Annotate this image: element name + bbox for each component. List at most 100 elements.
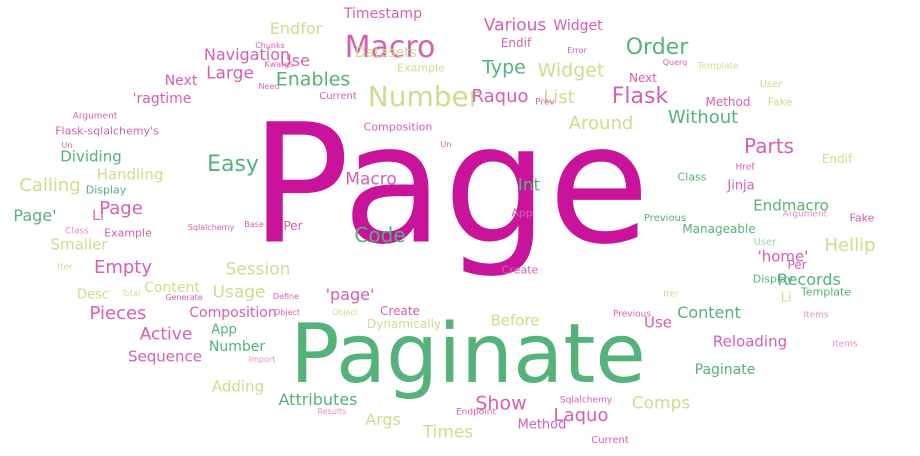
word-61: Comps: [631, 393, 691, 414]
word-70: 'page': [325, 285, 375, 304]
word-59: Show: [475, 392, 527, 415]
word-25: Next: [629, 71, 657, 85]
word-36: Li: [92, 208, 104, 224]
word-40: Empty: [93, 257, 153, 278]
word-95: Current: [319, 91, 357, 102]
word-115: Base: [244, 220, 264, 229]
word-49: Pieces: [89, 303, 147, 324]
word-80: Hellip: [824, 235, 876, 256]
word-109: Define: [272, 292, 300, 301]
word-54: Sequence: [128, 347, 202, 366]
word-116: Error: [567, 46, 587, 55]
word-71: Create: [380, 304, 420, 318]
word-24: Next: [164, 73, 198, 89]
word-21: Datasets: [354, 45, 418, 61]
word-73: App: [511, 206, 533, 220]
word-18: Timestamp: [343, 6, 423, 22]
word-107: Items: [832, 339, 858, 350]
word-97: Chunks: [255, 41, 285, 50]
word-34: Display: [85, 183, 127, 197]
word-83: Jinja: [727, 178, 755, 194]
word-22: Endif: [500, 36, 532, 50]
word-8: Raquo: [471, 86, 529, 107]
word-17: Endfor: [269, 19, 323, 38]
word-62: Method: [517, 417, 567, 433]
word-120: Import: [248, 355, 276, 364]
word-110: Object: [273, 308, 301, 317]
word-65: Paginate: [694, 362, 756, 378]
word-48: Desc: [77, 287, 109, 303]
word-30: Dividing: [60, 147, 122, 166]
word-101: Class: [65, 226, 89, 237]
word-87: Argument: [782, 209, 828, 220]
word-118: Un: [440, 140, 452, 149]
word-86: Previous: [643, 213, 687, 224]
word-7: Type: [482, 56, 526, 79]
word-119: Results: [317, 407, 347, 416]
word-16: Use: [280, 51, 310, 70]
word-38: Example: [104, 226, 152, 240]
word-4: Order: [625, 35, 689, 60]
word-13: Enables: [275, 68, 351, 91]
word-99: Argument: [72, 111, 118, 122]
word-91: Template: [697, 61, 739, 72]
word-11: Without: [667, 107, 739, 128]
word-68: Before: [490, 311, 540, 330]
word-23: Example: [397, 61, 445, 75]
word-63: Current: [591, 435, 629, 446]
word-113: Generate: [165, 293, 203, 302]
word-53: Number: [208, 339, 266, 355]
word-88: Fake: [849, 211, 875, 225]
word-89: User: [753, 237, 777, 248]
word-28: 'ragtime: [132, 91, 192, 107]
word-37: Page: [99, 198, 143, 219]
word-15: Navigation: [203, 45, 291, 64]
word-84: Endif: [821, 152, 853, 166]
word-29: Flask-sqlalchemy's: [55, 124, 159, 138]
word-69: Dynamically: [366, 317, 442, 331]
word-55: Adding: [211, 377, 265, 396]
word-67: Use: [643, 313, 673, 332]
word-50: Composition: [189, 305, 277, 321]
word-52: App: [211, 322, 237, 338]
word-108: Href: [735, 162, 755, 173]
word-93: User: [759, 79, 783, 90]
word-32: Handling: [96, 165, 164, 184]
word-81: Manageable: [682, 222, 756, 236]
word-106: Previous: [612, 309, 652, 320]
word-98: Kwargs: [264, 60, 294, 69]
word-41: Macro: [345, 169, 397, 190]
word-56: Attributes: [278, 390, 358, 409]
word-26: Method: [705, 95, 751, 109]
word-100: Un: [61, 141, 73, 150]
word-44: Per: [283, 219, 303, 233]
word-45: Session: [225, 259, 291, 280]
word-72: Create: [501, 263, 539, 277]
word-104: Endpoint: [455, 407, 497, 418]
word-47: Usage: [212, 282, 266, 303]
word-46: Content: [144, 280, 200, 296]
word-1: Paginate: [290, 307, 646, 402]
word-92: Prev: [535, 97, 555, 108]
word-78: Li: [780, 290, 792, 306]
word-3: Number: [367, 80, 481, 113]
word-117: Querq: [662, 58, 688, 67]
word-79: Template: [800, 285, 852, 299]
word-114: Sqlalchemy: [187, 223, 235, 232]
word-60: Laquo: [553, 405, 609, 426]
word-64: Reloading: [712, 332, 788, 351]
word-85: Class: [677, 170, 707, 184]
word-10: Around: [568, 113, 634, 134]
word-58: Times: [422, 422, 474, 443]
word-57: Args: [365, 410, 401, 429]
word-103: Iter: [663, 289, 679, 300]
word-82: Endmacro: [753, 196, 829, 215]
word-6: Widget: [537, 59, 605, 82]
word-105: Sqlalchemy: [559, 395, 613, 406]
word-112: Total: [121, 289, 141, 298]
word-76: 'home': [757, 247, 809, 266]
word-27: Fake: [767, 95, 793, 109]
word-35: Page': [13, 206, 57, 225]
word-77: Display: [752, 272, 794, 286]
word-42: Int: [517, 175, 541, 196]
